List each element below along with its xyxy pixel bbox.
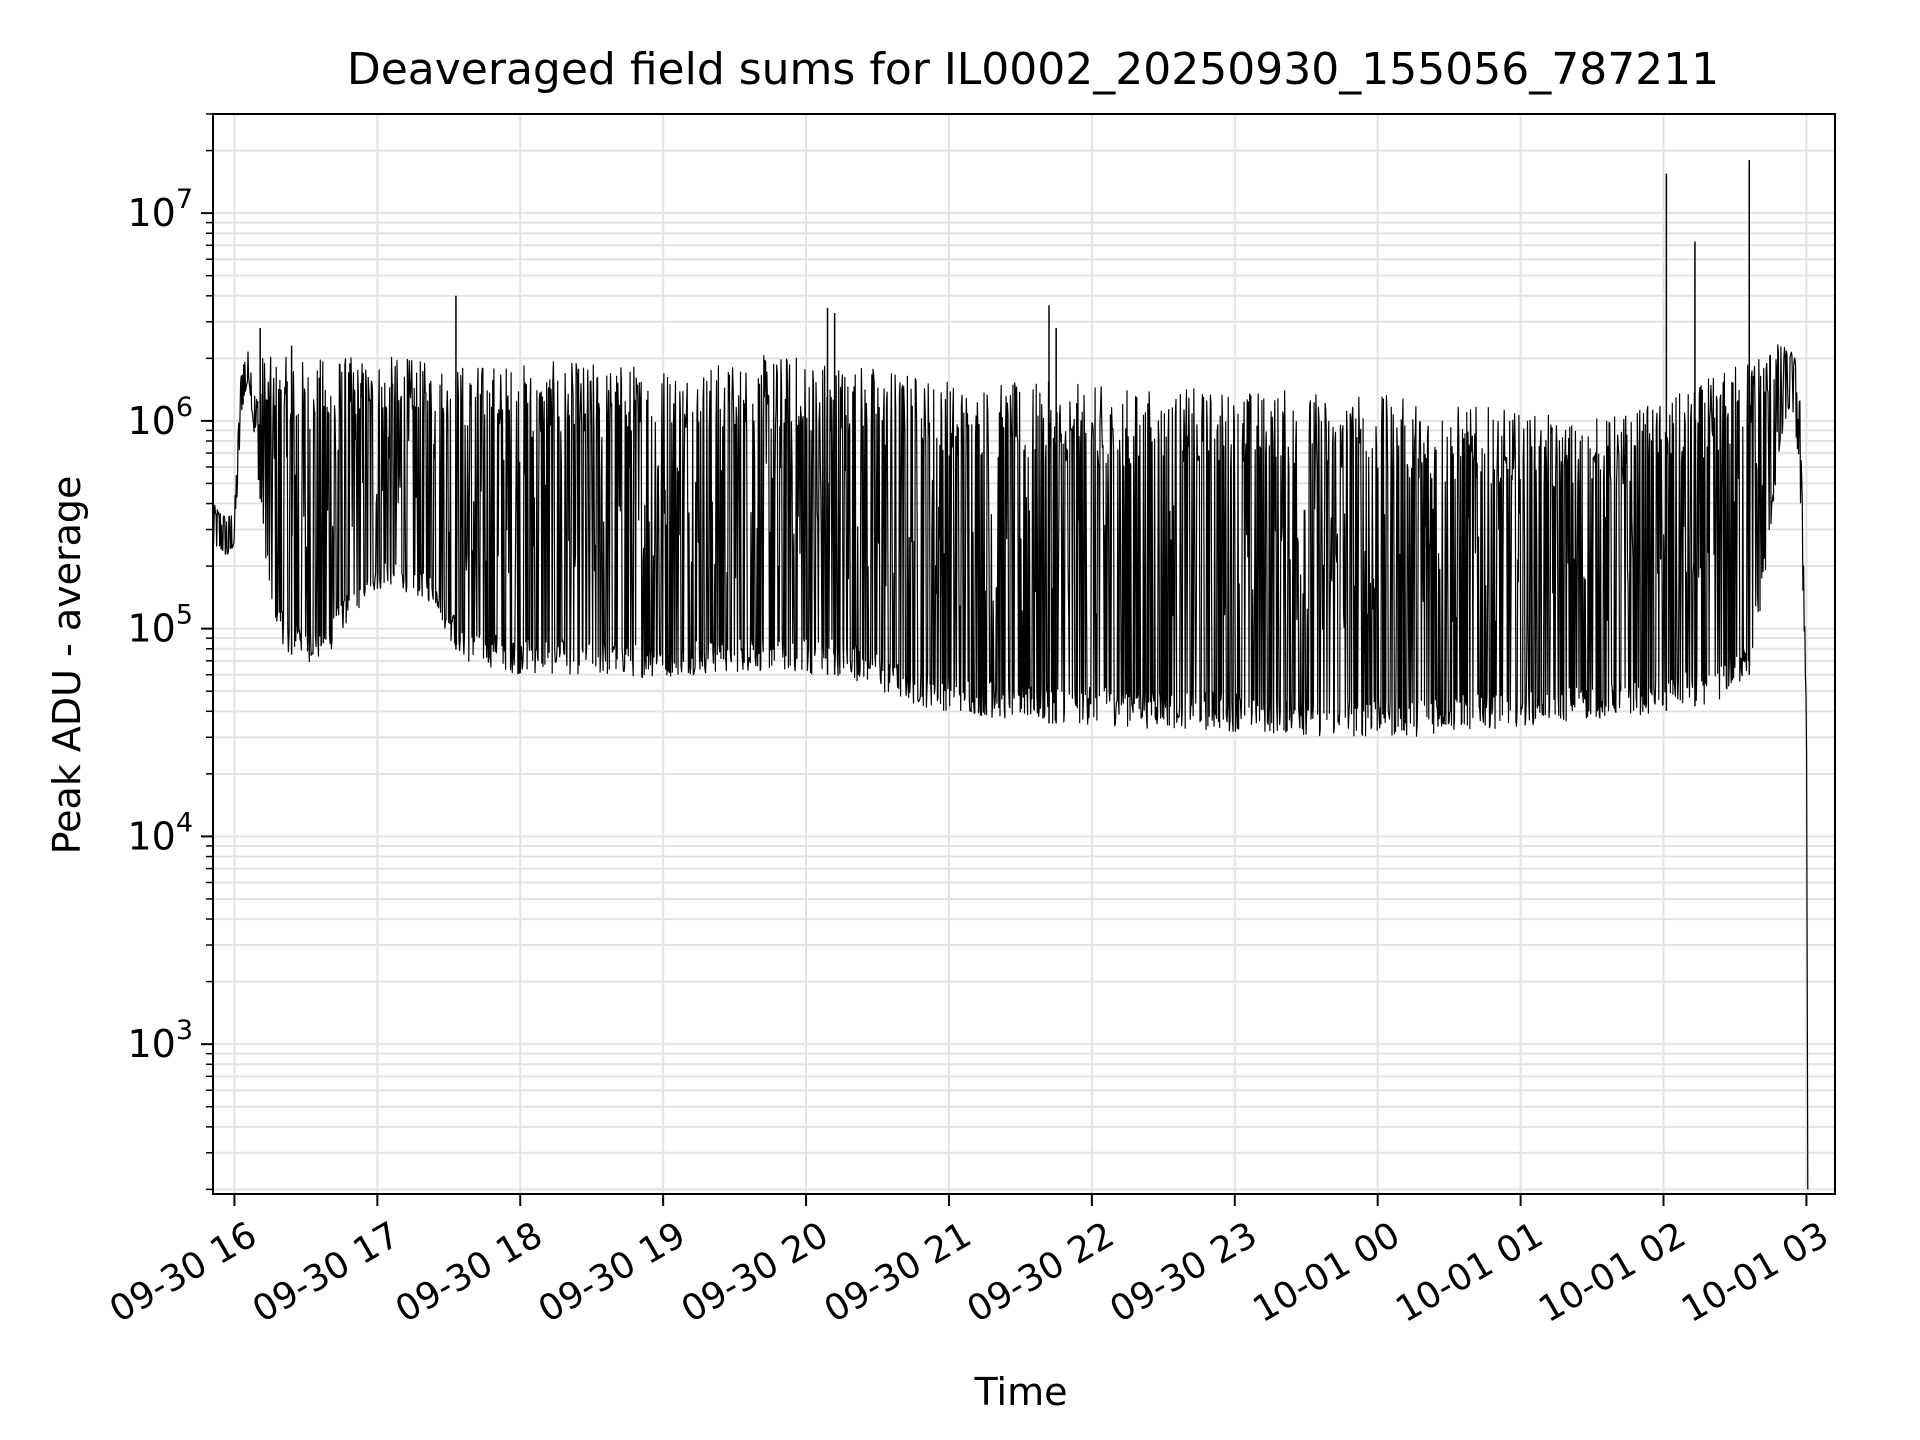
chart-title: Deaveraged field sums for IL0002_2025093… — [347, 44, 1719, 95]
y-tick-label: 103 — [127, 1015, 193, 1066]
y-axis-label: Peak ADU - average — [45, 476, 89, 855]
y-tick-label: 104 — [127, 807, 193, 858]
y-tick-label: 107 — [127, 184, 193, 235]
series-line — [212, 344, 1809, 1190]
y-axis: 103 104 105 106 107 — [127, 113, 213, 1191]
y-tick-label: 105 — [127, 600, 193, 651]
plot-frame — [212, 113, 1836, 1195]
series-line-group — [212, 160, 1809, 1190]
y-tick-label: 106 — [127, 392, 193, 443]
x-axis-label: Time — [974, 1370, 1068, 1414]
